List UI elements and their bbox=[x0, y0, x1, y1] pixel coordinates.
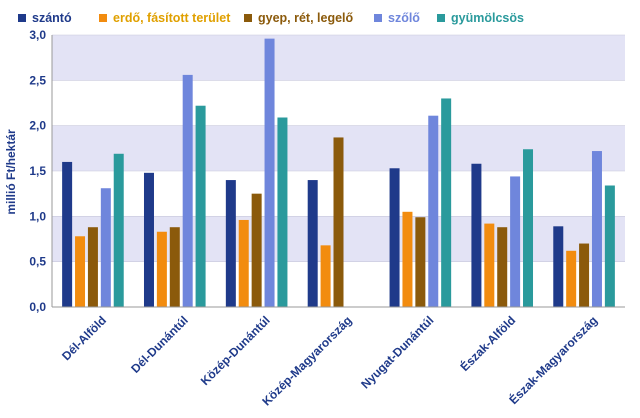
bar bbox=[264, 38, 275, 307]
bar bbox=[333, 137, 344, 307]
legend-item-szanto: szántó bbox=[18, 11, 72, 25]
bar bbox=[195, 105, 206, 307]
bar bbox=[62, 161, 73, 307]
legend-swatch bbox=[374, 14, 382, 22]
bar bbox=[277, 117, 288, 307]
legend-label: gyep, rét, legelő bbox=[258, 11, 354, 25]
bar bbox=[182, 74, 193, 307]
legend-item-gyep: gyep, rét, legelő bbox=[244, 11, 353, 25]
bar bbox=[87, 227, 98, 307]
chart-legend: szántó erdő, fásított terület gyep, rét,… bbox=[0, 0, 640, 34]
bar bbox=[156, 231, 167, 307]
y-tick-label: 3,0 bbox=[29, 28, 46, 42]
y-tick-label: 1,5 bbox=[29, 164, 46, 178]
legend-label: gyümölcsös bbox=[451, 11, 524, 25]
y-tick-labels: 0,0 0,5 1,0 1,5 2,0 2,5 3,0 bbox=[29, 28, 46, 314]
bar bbox=[428, 115, 439, 308]
bar bbox=[604, 185, 615, 307]
legend-label: erdő, fásított terület bbox=[113, 11, 231, 25]
bar bbox=[238, 219, 249, 307]
bar bbox=[471, 163, 482, 307]
legend-swatch bbox=[99, 14, 107, 22]
legend-swatch bbox=[18, 14, 26, 22]
bar bbox=[225, 180, 236, 307]
bar-series bbox=[62, 38, 615, 308]
y-tick-label: 2,5 bbox=[29, 73, 46, 87]
grid-band bbox=[52, 35, 625, 81]
bar bbox=[523, 149, 534, 307]
legend-item-gyumolcsos: gyümölcsös bbox=[437, 11, 524, 25]
legend-item-szolo: szőlő bbox=[374, 11, 420, 25]
y-tick-label: 2,0 bbox=[29, 119, 46, 133]
legend-item-erdo: erdő, fásított terület bbox=[99, 11, 230, 25]
x-tick-label: Közép-Dunántúl bbox=[198, 313, 273, 388]
bar bbox=[389, 168, 400, 307]
bar bbox=[579, 243, 590, 307]
bar bbox=[566, 250, 577, 307]
legend-label: szőlő bbox=[388, 11, 420, 25]
x-tick-label: Dél-Dunántúl bbox=[128, 313, 191, 376]
bar bbox=[307, 180, 318, 307]
legend-swatch bbox=[437, 14, 445, 22]
legend-label: szántó bbox=[32, 11, 72, 25]
bar bbox=[169, 227, 180, 307]
y-tick-label: 1,0 bbox=[29, 209, 46, 223]
bar bbox=[497, 227, 508, 307]
bar bbox=[251, 193, 262, 307]
bar bbox=[143, 172, 154, 307]
y-tick-label: 0,0 bbox=[29, 300, 46, 314]
bar bbox=[441, 98, 452, 307]
y-tick-label: 0,5 bbox=[29, 255, 46, 269]
bar bbox=[320, 245, 331, 307]
grid-band bbox=[52, 80, 625, 126]
y-axis-title: millió Ft/hektár bbox=[4, 129, 18, 215]
bar bbox=[100, 188, 111, 307]
bar bbox=[113, 153, 124, 307]
bar bbox=[553, 226, 564, 307]
x-tick-label: Dél-Alföld bbox=[59, 313, 109, 363]
x-tick-label: Nyugat-Dunántúl bbox=[358, 313, 436, 391]
bar bbox=[484, 223, 495, 307]
legend-swatch bbox=[244, 14, 252, 22]
x-tick-label: Észak-Magyarország bbox=[506, 313, 601, 408]
x-tick-label: Közép-Magyarország bbox=[259, 313, 354, 408]
bar bbox=[75, 236, 86, 307]
bar bbox=[415, 217, 426, 307]
bar bbox=[510, 176, 521, 307]
x-tick-labels: Dél-Alföld Dél-Dunántúl Közép-DunántúlKözé… bbox=[59, 313, 600, 409]
bar bbox=[402, 211, 413, 307]
x-tick-label: Észak-Alföld bbox=[457, 313, 519, 375]
bar bbox=[591, 151, 602, 307]
